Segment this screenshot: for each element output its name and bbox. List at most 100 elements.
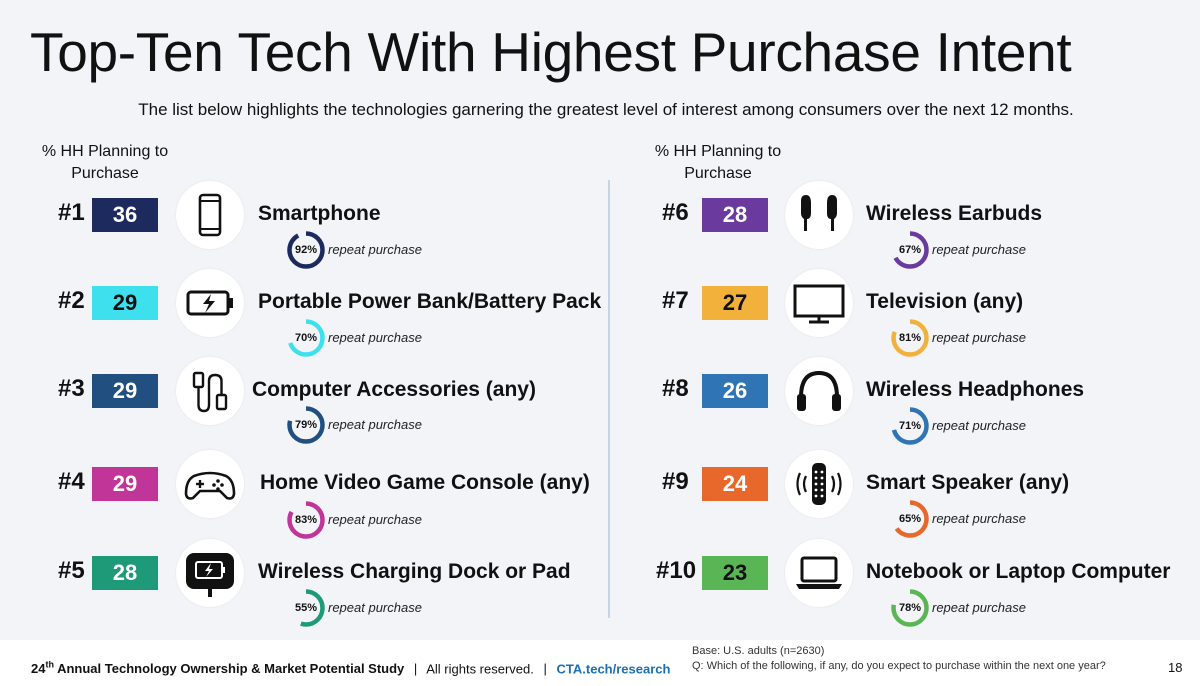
repeat-purchase-label: repeat purchase	[932, 511, 1026, 526]
footer-credits: 24th Annual Technology Ownership & Marke…	[31, 660, 670, 676]
repeat-purchase-arc	[891, 589, 929, 627]
repeat-purchase-label: repeat purchase	[932, 418, 1026, 433]
battery-icon	[186, 290, 233, 316]
column-header-right: % HH Planning to Purchase	[638, 141, 798, 185]
icon-badge	[785, 450, 853, 518]
column-header-left: % HH Planning to Purchase	[25, 141, 185, 185]
product-name: Notebook or Laptop Computer	[866, 560, 1171, 583]
laptop-icon	[796, 556, 842, 589]
rank-label: #9	[662, 468, 689, 495]
rank-label: #7	[662, 287, 689, 314]
footer-separator: |	[543, 661, 547, 677]
repeat-purchase-gauge: 67%	[890, 230, 930, 270]
study-ordinal-suffix: th	[45, 660, 54, 670]
study-name: Annual Technology Ownership & Market Pot…	[53, 661, 405, 677]
rank-label: #2	[58, 287, 85, 314]
repeat-purchase-gauge: 78%	[890, 588, 930, 628]
footer-question: Q: Which of the following, if any, do yo…	[692, 660, 1106, 672]
headphones-icon	[797, 370, 841, 411]
purchase-intent-value: 24	[702, 467, 768, 501]
purchase-intent-value: 29	[92, 374, 158, 408]
icon-badge	[176, 269, 244, 337]
repeat-purchase-percent: 70%	[294, 332, 318, 344]
repeat-purchase-label: repeat purchase	[932, 330, 1026, 345]
page-title: Top-Ten Tech With Highest Purchase Inten…	[30, 21, 1072, 83]
repeat-purchase-label: repeat purchase	[328, 330, 422, 345]
repeat-purchase-gauge: 71%	[890, 406, 930, 446]
repeat-purchase-arc	[287, 406, 325, 444]
rank-label: #5	[58, 557, 85, 584]
product-name: Computer Accessories (any)	[252, 378, 536, 401]
repeat-purchase-label: repeat purchase	[932, 600, 1026, 615]
repeat-purchase-arc	[891, 231, 929, 269]
repeat-purchase-percent: 83%	[294, 514, 318, 526]
footer-separator: |	[413, 661, 418, 677]
research-link[interactable]: CTA.tech/research	[556, 661, 671, 677]
study-ordinal: 24	[31, 661, 46, 677]
smartphone-icon	[198, 193, 222, 237]
icon-badge	[785, 269, 853, 337]
television-icon	[793, 284, 845, 324]
repeat-purchase-arc	[287, 319, 325, 357]
purchase-intent-value: 26	[702, 374, 768, 408]
column-divider	[608, 180, 610, 618]
product-name: Wireless Charging Dock or Pad	[258, 560, 571, 583]
repeat-purchase-gauge: 79%	[286, 405, 326, 445]
rank-label: #10	[656, 557, 697, 584]
column-header-line2: Purchase	[71, 165, 139, 182]
repeat-purchase-arc	[891, 319, 929, 357]
rank-label: #1	[58, 199, 85, 226]
repeat-purchase-arc	[891, 407, 929, 445]
icon-badge	[176, 357, 244, 425]
icon-badge	[785, 357, 853, 425]
repeat-purchase-arc	[287, 501, 325, 539]
rank-label: #4	[58, 468, 85, 495]
purchase-intent-value: 27	[702, 286, 768, 320]
repeat-purchase-arc	[891, 500, 929, 538]
footer-base-note: Base: U.S. adults (n=2630) Q: Which of t…	[692, 644, 1106, 674]
product-name: Television (any)	[866, 290, 1024, 313]
purchase-intent-value: 23	[702, 556, 768, 590]
page-subtitle: The list below highlights the technologi…	[138, 100, 1074, 119]
icon-badge	[785, 539, 853, 607]
column-header-line2: Purchase	[684, 165, 752, 182]
icon-badge	[176, 539, 244, 607]
product-name: Wireless Headphones	[866, 378, 1085, 401]
icon-badge	[176, 181, 244, 249]
repeat-purchase-gauge: 70%	[286, 318, 326, 358]
column-header-line1: % HH Planning to	[654, 143, 782, 160]
purchase-intent-value: 29	[92, 467, 158, 501]
purchase-intent-value: 29	[92, 286, 158, 320]
product-name: Smartphone	[258, 202, 381, 225]
repeat-purchase-percent: 55%	[294, 602, 318, 614]
icon-badge	[176, 450, 244, 518]
footer: 24th Annual Technology Ownership & Marke…	[0, 640, 1200, 686]
repeat-purchase-gauge: 83%	[286, 500, 326, 540]
repeat-purchase-gauge: 81%	[890, 318, 930, 358]
repeat-purchase-arc	[287, 589, 325, 627]
column-header-line1: % HH Planning to	[41, 143, 169, 160]
footer-base: Base: U.S. adults (n=2630)	[692, 645, 825, 657]
repeat-purchase-label: repeat purchase	[328, 600, 422, 615]
repeat-purchase-percent: 92%	[294, 244, 318, 256]
purchase-intent-value: 36	[92, 198, 158, 232]
product-name: Home Video Game Console (any)	[260, 471, 590, 494]
repeat-purchase-label: repeat purchase	[328, 512, 422, 527]
repeat-purchase-percent: 81%	[898, 332, 922, 344]
repeat-purchase-gauge: 65%	[890, 499, 930, 539]
repeat-purchase-percent: 79%	[294, 419, 318, 431]
footer-rights: All rights reserved.	[426, 661, 534, 677]
earbuds-icon	[801, 195, 837, 231]
product-name: Portable Power Bank/Battery Pack	[258, 290, 602, 313]
repeat-purchase-gauge: 55%	[286, 588, 326, 628]
page-number: 18	[1168, 660, 1183, 675]
repeat-purchase-label: repeat purchase	[328, 417, 422, 432]
repeat-purchase-percent: 71%	[898, 420, 922, 432]
rank-label: #3	[58, 375, 85, 402]
repeat-purchase-arc	[287, 231, 325, 269]
smart-speaker-icon	[796, 463, 842, 505]
icon-badge	[785, 181, 853, 249]
product-name: Smart Speaker (any)	[866, 471, 1070, 494]
rank-label: #8	[662, 375, 689, 402]
purchase-intent-value: 28	[702, 198, 768, 232]
